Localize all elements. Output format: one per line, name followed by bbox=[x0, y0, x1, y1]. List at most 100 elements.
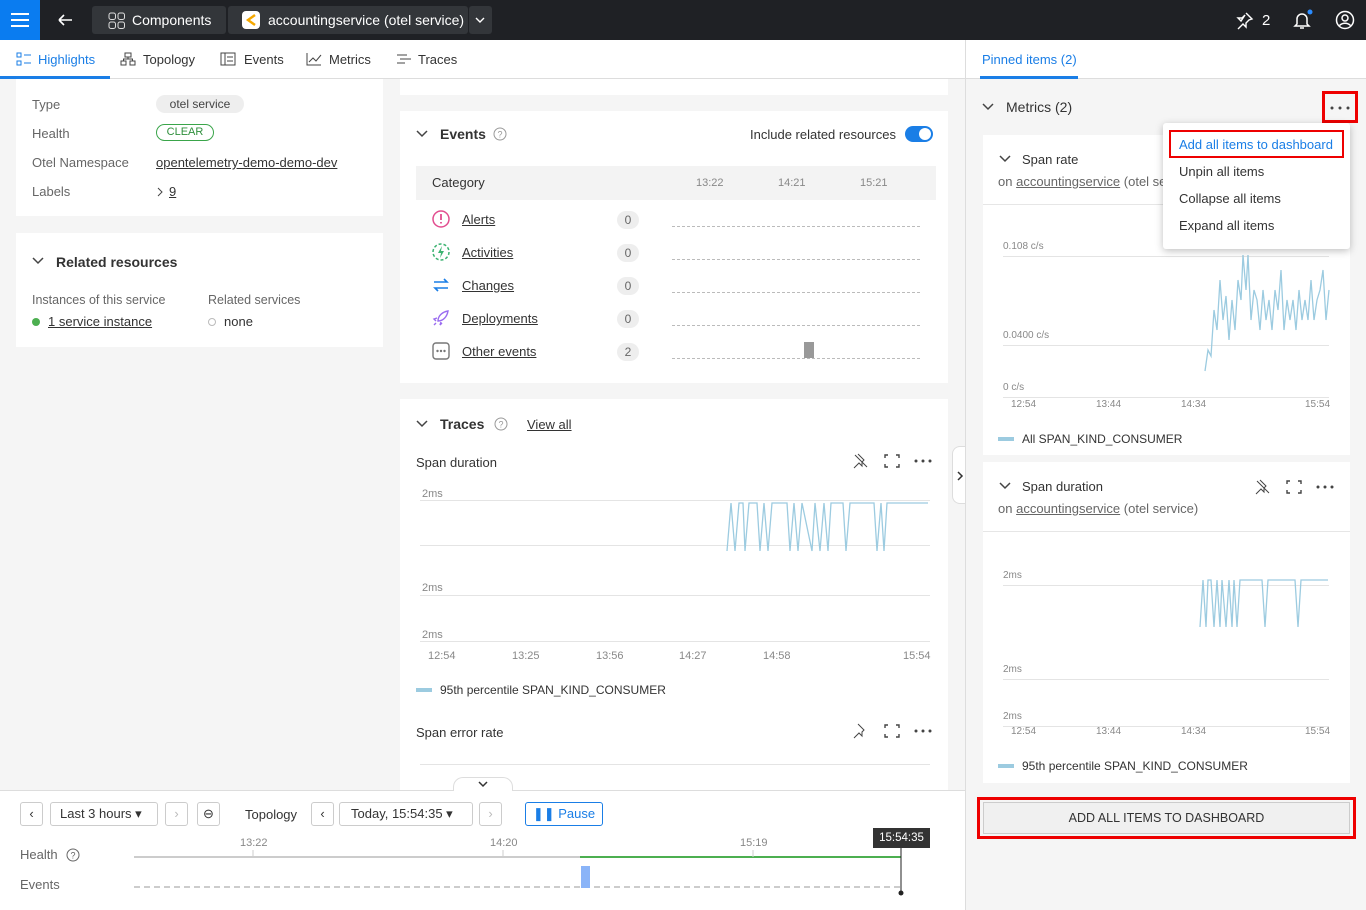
help-icon[interactable]: ? bbox=[493, 127, 507, 141]
chart-actions[interactable] bbox=[852, 722, 932, 740]
table-header bbox=[416, 166, 936, 200]
labels-link[interactable]: 9 bbox=[169, 184, 177, 199]
collapse-icon[interactable] bbox=[999, 482, 1011, 490]
card-subtitle: on accountingservice (otel service) bbox=[998, 501, 1198, 516]
y-tick-label: 2ms bbox=[422, 488, 443, 500]
status-dot bbox=[208, 318, 216, 326]
container bbox=[11, 13, 29, 27]
pin-count: 2 bbox=[1262, 12, 1271, 29]
collapse-icon[interactable] bbox=[416, 130, 428, 138]
collapse-icon[interactable] bbox=[999, 155, 1011, 163]
tab[interactable]: Metrics bbox=[329, 52, 371, 67]
x-tick-label: 15:54 bbox=[903, 650, 931, 662]
dropdown[interactable] bbox=[469, 6, 492, 34]
menu-item[interactable]: Unpin all items bbox=[1179, 164, 1265, 179]
menu-item[interactable]: Add all items to dashboard bbox=[1179, 137, 1333, 152]
pause-label: Pause bbox=[558, 806, 596, 821]
next-button[interactable]: › bbox=[479, 802, 502, 826]
collapse-icon[interactable] bbox=[32, 257, 44, 265]
toggle[interactable] bbox=[905, 126, 933, 142]
more-button[interactable] bbox=[1322, 91, 1358, 123]
event-link[interactable]: Alerts bbox=[462, 212, 496, 227]
tab[interactable]: Topology bbox=[143, 52, 196, 67]
view-all-link[interactable]: View all bbox=[527, 417, 572, 432]
back-icon[interactable] bbox=[56, 12, 76, 28]
series-line bbox=[1204, 254, 1330, 372]
event-track bbox=[672, 226, 920, 227]
section-title: Traces bbox=[440, 416, 485, 432]
chevron bbox=[157, 187, 163, 197]
zoom-out[interactable]: ⊖ bbox=[197, 802, 220, 826]
instances-link[interactable]: 1 service instance bbox=[48, 314, 153, 329]
event-icon bbox=[432, 342, 450, 360]
time-label: 15:21 bbox=[860, 177, 888, 189]
tab[interactable]: Traces bbox=[418, 52, 458, 67]
x-tick-label: 13:44 bbox=[1096, 399, 1122, 410]
pinned-tab[interactable]: Pinned items (2) bbox=[982, 52, 1077, 67]
event-count: 0 bbox=[617, 211, 639, 229]
prev-button[interactable]: ‹ bbox=[311, 802, 334, 826]
divider bbox=[983, 531, 1350, 532]
target-link[interactable]: accountingservice bbox=[1016, 501, 1121, 516]
notifications[interactable] bbox=[1292, 9, 1313, 30]
tab-icon bbox=[120, 52, 136, 66]
x-tick-label: 12:54 bbox=[1011, 399, 1037, 410]
highlight-box bbox=[977, 797, 1356, 839]
tab-icon bbox=[220, 52, 236, 66]
time-label: 13:22 bbox=[696, 177, 724, 189]
menu-item[interactable]: Collapse all items bbox=[1179, 191, 1281, 206]
menu-button[interactable] bbox=[0, 0, 40, 40]
menu-item[interactable]: Expand all items bbox=[1179, 218, 1275, 233]
event-link[interactable]: Activities bbox=[462, 245, 514, 260]
event-track bbox=[672, 259, 920, 260]
add-all-button[interactable]: ADD ALL ITEMS TO DASHBOARD bbox=[983, 802, 1350, 834]
x-tick-label: 14:34 bbox=[1181, 399, 1207, 410]
prev-button[interactable]: ‹ bbox=[20, 802, 43, 826]
row-label: Events bbox=[20, 877, 60, 892]
chart-actions[interactable] bbox=[852, 452, 932, 470]
next-button[interactable]: › bbox=[165, 802, 188, 826]
help-icon[interactable]: ? bbox=[494, 417, 508, 431]
legend-swatch bbox=[998, 764, 1014, 768]
section-title: Events bbox=[440, 126, 486, 142]
event-link[interactable]: Changes bbox=[462, 278, 515, 293]
event-count: 0 bbox=[617, 244, 639, 262]
collapse-icon[interactable] bbox=[416, 420, 428, 428]
breadcrumb[interactable]: accountingservice (otel service) bbox=[228, 6, 468, 34]
account[interactable] bbox=[1335, 10, 1355, 30]
target-link[interactable]: accountingservice bbox=[1016, 174, 1121, 189]
card-title: Span rate bbox=[1022, 152, 1079, 167]
event-link[interactable]: Deployments bbox=[462, 311, 538, 326]
tab-icon bbox=[306, 53, 322, 66]
help-icon[interactable]: ? bbox=[66, 848, 80, 862]
expand-handle[interactable] bbox=[453, 777, 513, 791]
tab[interactable]: Highlights bbox=[38, 52, 96, 67]
namespace-link[interactable]: opentelemetry-demo-demo-dev bbox=[156, 155, 338, 170]
container bbox=[957, 471, 964, 481]
range-select[interactable]: Last 3 hours ▾ bbox=[50, 802, 158, 826]
column-header: Category bbox=[432, 175, 485, 190]
pinned-card bbox=[983, 462, 1350, 783]
breadcrumb[interactable]: Components bbox=[92, 6, 226, 34]
tab-icon bbox=[397, 54, 411, 64]
mode-label: Topology bbox=[245, 807, 298, 822]
field-label: Related services bbox=[208, 293, 301, 307]
event-link[interactable]: Other events bbox=[462, 344, 537, 359]
grid-line bbox=[1003, 679, 1329, 680]
time-tick-label: 13:22 bbox=[240, 837, 268, 849]
time-select[interactable]: Today, 15:54:35 ▾ bbox=[339, 802, 473, 826]
health-badge: CLEAR bbox=[156, 124, 214, 141]
chart-actions[interactable] bbox=[1254, 478, 1334, 496]
pause-button[interactable]: ❚❚ Pause bbox=[525, 802, 603, 826]
collapse-icon[interactable] bbox=[982, 103, 994, 111]
property-label: Health bbox=[32, 126, 70, 141]
panel-toggle[interactable] bbox=[952, 446, 966, 504]
tab[interactable]: Events bbox=[244, 52, 284, 67]
chart-title: Span error rate bbox=[416, 725, 504, 740]
series-line bbox=[1199, 579, 1328, 628]
row-label: Health bbox=[20, 847, 58, 862]
pin-icon[interactable] bbox=[1236, 11, 1254, 30]
tab-bar bbox=[0, 40, 965, 79]
active-tab-indicator bbox=[980, 76, 1078, 79]
event-icon bbox=[433, 278, 449, 292]
